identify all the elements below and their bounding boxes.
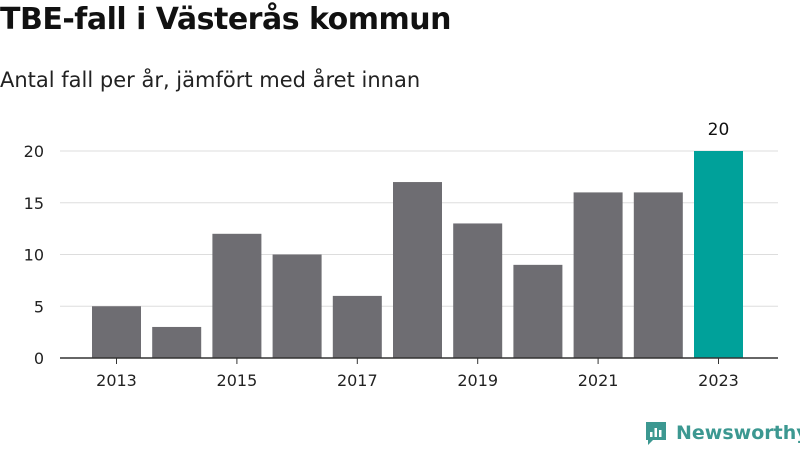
bar-2019 — [453, 223, 503, 358]
x-tick-label: 2017 — [337, 371, 378, 390]
bar-2013 — [92, 306, 141, 358]
y-tick-label: 0 — [34, 349, 44, 368]
bar-2022 — [633, 192, 683, 358]
y-tick-label: 15 — [24, 194, 44, 213]
y-tick-label: 10 — [24, 246, 44, 265]
y-tick-label: 20 — [24, 142, 44, 161]
newsworthy-brand: Newsworthy — [644, 420, 800, 446]
x-tick-label: 2019 — [457, 371, 498, 390]
bar-2020 — [513, 264, 563, 358]
x-tick-label: 2015 — [217, 371, 258, 390]
x-tick-label: 2021 — [578, 371, 619, 390]
bar-2018 — [393, 182, 442, 358]
bar-chart: 0 5 10 15 20 2013 2015 2017 2019 2021 2023 20 — [24, 120, 778, 390]
bar-2015 — [212, 233, 262, 358]
chart-title: TBE-fall i Västerås kommun — [0, 2, 452, 37]
y-tick-label: 5 — [34, 297, 44, 316]
newsworthy-logo-icon — [646, 422, 666, 445]
bar-2014 — [152, 326, 202, 358]
bar-2021 — [573, 192, 623, 358]
brand-name: Newsworthy — [676, 422, 800, 444]
x-tick-label: 2013 — [96, 371, 137, 390]
bar-2016 — [272, 254, 322, 358]
bar-2023 — [694, 151, 743, 358]
x-tick-label: 2023 — [698, 371, 739, 390]
chart-subtitle: Antal fall per år, jämfört med året inna… — [0, 68, 421, 92]
bar-data-label: 20 — [708, 120, 730, 140]
bar-2017 — [332, 295, 382, 358]
